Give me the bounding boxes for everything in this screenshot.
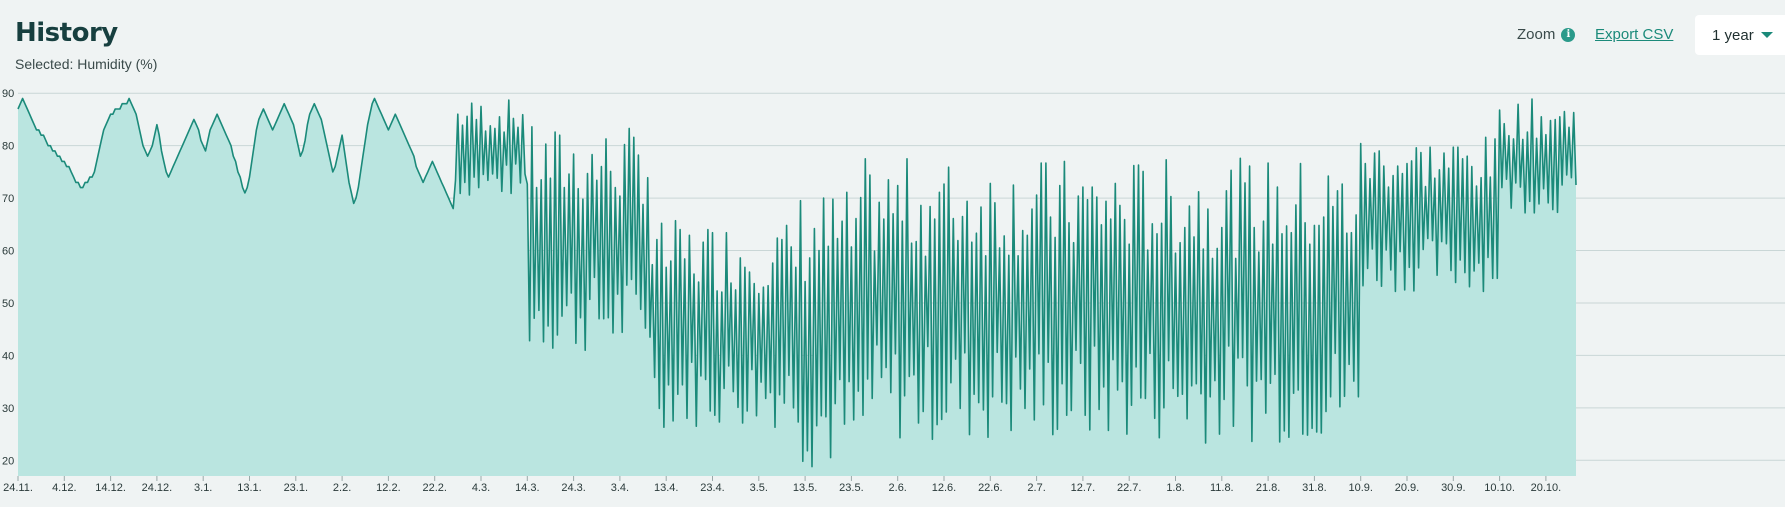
export-csv-link[interactable]: Export CSV <box>1595 26 1674 43</box>
y-tick-label: 80 <box>2 141 14 153</box>
x-tick-label: 4.12. <box>52 482 76 494</box>
x-tick-label: 2.7. <box>1027 482 1045 494</box>
x-tick-label: 3.5. <box>750 482 768 494</box>
x-tick-label: 2.2. <box>333 482 351 494</box>
x-tick-label: 12.7. <box>1071 482 1095 494</box>
time-range-select[interactable]: 1 year <box>1695 15 1785 55</box>
x-tick-label: 21.8. <box>1256 482 1280 494</box>
x-tick-label: 24.11. <box>3 482 33 494</box>
x-tick-label: 14.12. <box>95 482 126 494</box>
x-tick-label: 30.9. <box>1441 482 1465 494</box>
y-tick-label: 30 <box>2 403 14 415</box>
x-tick-label: 3.1. <box>194 482 212 494</box>
y-tick-label: 70 <box>2 193 14 205</box>
x-tick-label: 1.8. <box>1166 482 1184 494</box>
humidity-series-line <box>17 97 1577 468</box>
x-tick-label: 23.1. <box>284 482 308 494</box>
x-tick-label: 22.2. <box>422 482 446 494</box>
y-axis-ticks: 20 30 40 50 60 70 80 90 <box>2 88 14 467</box>
y-tick-label: 60 <box>2 246 14 258</box>
x-tick-label: 3.4. <box>611 482 629 494</box>
x-tick-label: 13.5. <box>793 482 817 494</box>
x-tick-label: 2.6. <box>889 482 907 494</box>
time-range-value: 1 year <box>1712 26 1754 44</box>
y-tick-label: 20 <box>2 455 14 467</box>
page-title: History <box>15 18 118 48</box>
zoom-label: Zoom <box>1517 26 1556 43</box>
x-tick-label: 22.6. <box>978 482 1002 494</box>
x-tick-label: 11.8. <box>1210 482 1234 494</box>
selected-metric-label: Selected: Humidity (%) <box>15 56 158 72</box>
x-tick-label: 23.5. <box>839 482 863 494</box>
info-icon[interactable]: i <box>1561 27 1576 42</box>
x-tick-label: 12.2. <box>376 482 400 494</box>
x-tick-label: 22.7. <box>1117 482 1141 494</box>
humidity-area-fill <box>18 98 1576 476</box>
x-tick-label: 10.9. <box>1348 482 1372 494</box>
x-axis-ticks: 24.11. 4.12. 14.12. 24.12. 3.1. 13.1. 23.1. 2.2… <box>3 476 1561 494</box>
x-tick-label: 10.10. <box>1484 482 1515 494</box>
x-tick-label: 12.6. <box>932 482 956 494</box>
y-tick-label: 40 <box>2 350 14 362</box>
x-tick-label: 20.10. <box>1531 482 1562 494</box>
x-tick-label: 24.12. <box>142 482 173 494</box>
x-tick-label: 23.4. <box>700 482 724 494</box>
y-tick-label: 90 <box>2 88 14 100</box>
x-tick-label: 14.3. <box>515 482 539 494</box>
x-tick-label: 24.3. <box>561 482 585 494</box>
x-tick-label: 4.3. <box>472 482 490 494</box>
chevron-down-icon <box>1760 32 1773 38</box>
zoom-control[interactable]: Zoom i <box>1517 26 1576 43</box>
x-tick-label: 13.1. <box>237 482 261 494</box>
y-tick-label: 50 <box>2 298 14 310</box>
x-tick-label: 20.9. <box>1395 482 1419 494</box>
x-tick-label: 31.8. <box>1302 482 1326 494</box>
humidity-history-chart[interactable]: 20 30 40 50 60 70 80 90 24.11. 4.12. 14.12. 24.12.… <box>0 88 1785 507</box>
x-tick-label: 13.4. <box>654 482 678 494</box>
